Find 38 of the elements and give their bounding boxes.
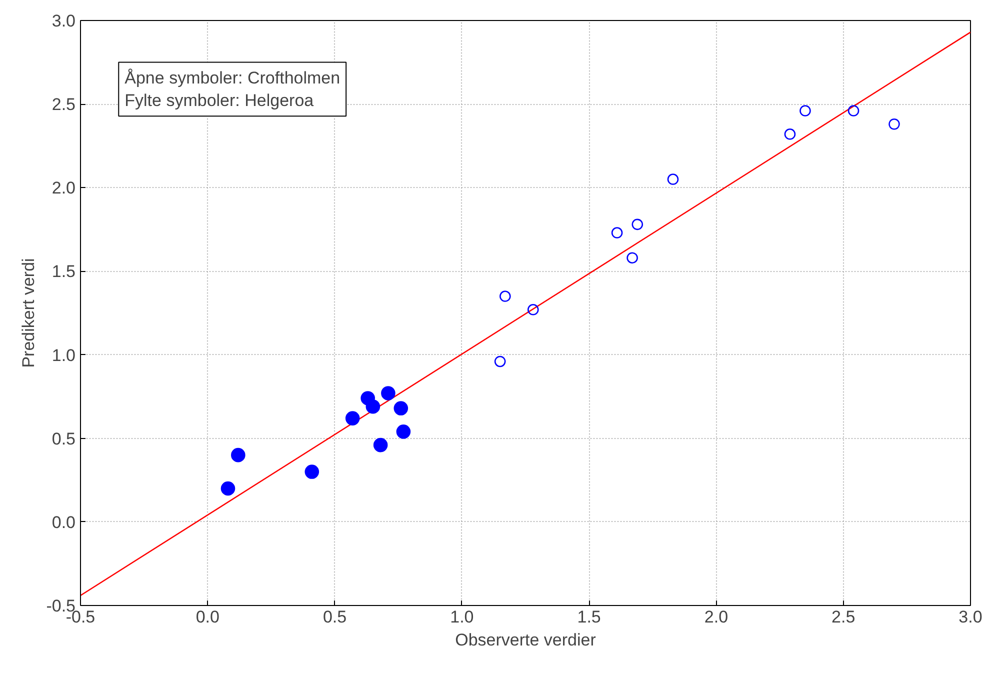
point [500,290,511,302]
x-tick-label: 0.5 [322,608,347,626]
point [396,424,411,439]
y-tick-label: 1.5 [52,262,76,282]
point [373,438,388,452]
point [345,411,360,426]
x-tick-label: 2.5 [832,608,856,626]
point [632,218,644,230]
point [231,448,246,462]
x-tick-label: 1.0 [450,608,474,626]
x-tick-label: 3.0 [958,608,982,626]
annotation: Fylte symboler: Helgeroa [124,91,314,110]
point [626,252,638,264]
point [611,227,623,238]
x-tick-label: 1.5 [577,608,601,626]
point [888,118,900,130]
annotation: Åpne symboler: Croftholmen [124,68,340,88]
point [304,464,320,479]
point [220,481,236,496]
point [381,386,396,400]
point [800,105,811,116]
point [848,105,860,116]
y-tick-label: 2.5 [52,95,76,114]
y-tick-label: 3.0 [52,12,76,30]
x-axis-title: Observerte verdier [455,630,596,650]
y-tick-label: 2.0 [52,178,76,198]
y-axis-title: Predikert verdi [19,258,38,368]
point [667,174,679,185]
x-tick-label: 0.0 [196,608,220,626]
point [366,399,380,414]
point [784,128,796,140]
y-tick-label: 0.0 [52,512,76,532]
point [394,401,408,416]
x-tick-label: 2.0 [704,608,728,626]
point [494,356,506,368]
point [527,304,539,316]
y-tick-label: 0.5 [52,429,76,448]
y-tick-label: 1.0 [52,346,76,365]
